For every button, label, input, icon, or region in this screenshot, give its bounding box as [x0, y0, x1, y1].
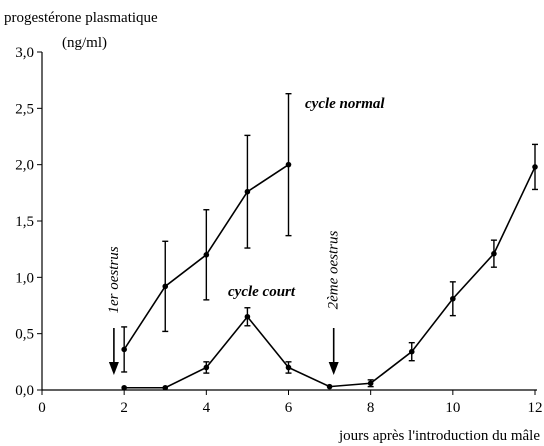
series-label: cycle normal: [305, 96, 385, 112]
data-point: [121, 384, 127, 391]
annotation-arrowhead: [328, 362, 339, 375]
annotation-arrowhead: [108, 362, 119, 375]
data-point: [491, 250, 497, 257]
annotation-text: 2ème oestrus: [326, 230, 342, 309]
y-tick-label: 0,0: [15, 383, 34, 399]
data-point: [203, 252, 210, 258]
y-tick-label: 2,5: [15, 101, 34, 117]
data-point: [367, 380, 374, 387]
y-tick-label: 1,5: [15, 214, 34, 230]
data-point: [162, 384, 169, 391]
x-tick-label: 8: [367, 400, 375, 416]
x-tick-label: 6: [285, 400, 293, 416]
x-tick-label: 2: [120, 400, 128, 416]
x-tick-label: 0: [38, 400, 46, 416]
data-point: [162, 283, 169, 290]
y-tick-label: 1,0: [15, 270, 34, 286]
data-point: [244, 313, 251, 320]
data-point: [532, 164, 538, 170]
data-point: [244, 188, 251, 195]
annotation-text: 1er oestrus: [106, 246, 122, 313]
data-point: [285, 364, 292, 371]
y-axis-unit: (ng/ml): [62, 35, 107, 51]
data-point: [285, 161, 292, 168]
x-tick-label: 12: [528, 400, 543, 416]
x-tick-label: 10: [445, 400, 460, 416]
data-point: [408, 348, 415, 355]
data-point: [326, 383, 333, 390]
x-axis-label: jours après l'introduction du mâle: [338, 428, 540, 444]
y-tick-label: 2,0: [15, 158, 34, 174]
x-tick-label: 4: [203, 400, 211, 416]
y-tick-label: 0,5: [15, 327, 34, 343]
data-point: [450, 295, 456, 302]
y-tick-label: 3,0: [15, 45, 34, 61]
data-point: [203, 364, 210, 371]
data-point: [121, 346, 127, 353]
y-axis-label: progestérone plasmatique: [4, 10, 158, 26]
series-label: cycle court: [228, 284, 296, 300]
